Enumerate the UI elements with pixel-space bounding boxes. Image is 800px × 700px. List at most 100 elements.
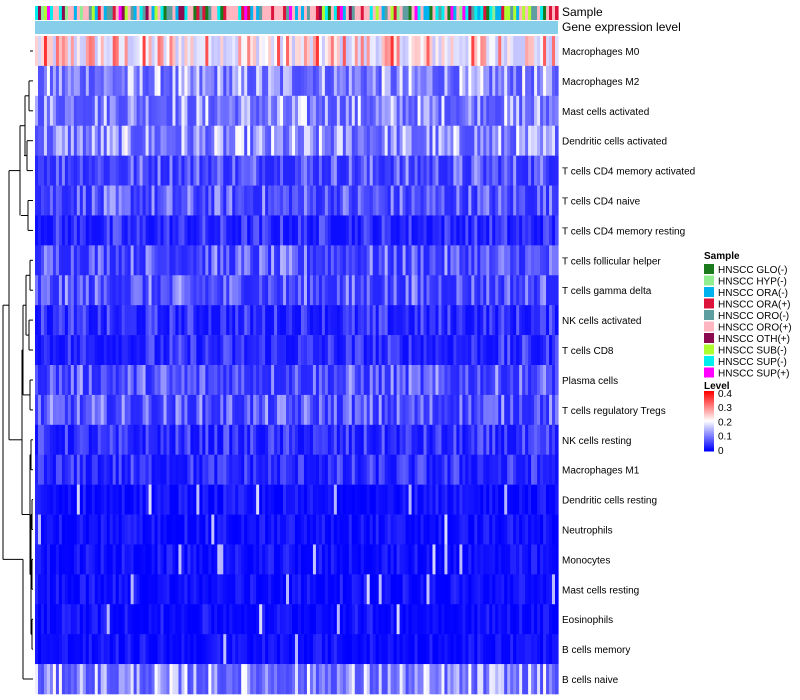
heatmap-cell (525, 634, 529, 665)
heatmap-cell (157, 155, 162, 186)
heatmap-cell (145, 36, 150, 67)
heatmap-cell (139, 514, 144, 545)
heatmap-cell (121, 365, 126, 396)
heatmap-cell (211, 125, 215, 156)
heatmap-cell (348, 36, 353, 67)
heatmap-cell (456, 394, 460, 426)
sample-annotation-cell (148, 6, 153, 20)
heatmap-cell (118, 95, 123, 127)
heatmap-cell (309, 36, 314, 67)
heatmap-cell (315, 394, 320, 426)
heatmap-cell (58, 574, 63, 605)
heatmap-cell (97, 604, 102, 635)
heatmap-cell (420, 574, 425, 605)
heatmap-cell (265, 185, 269, 216)
heatmap-cell (531, 574, 535, 605)
heatmap-cell (504, 335, 508, 366)
heatmap-cell (52, 215, 57, 246)
heatmap-cell (55, 634, 60, 665)
heatmap-cell (157, 634, 162, 665)
heatmap-cell (429, 664, 434, 695)
heatmap-cell (175, 335, 180, 366)
heatmap-cell (354, 544, 359, 575)
heatmap-cell (495, 544, 499, 575)
heatmap-cell (142, 365, 147, 396)
heatmap-cell (498, 604, 502, 635)
heatmap-cell (184, 36, 189, 67)
heatmap-cell (453, 634, 457, 665)
heatmap-cell (297, 215, 302, 246)
heatmap-cell (351, 424, 356, 456)
heatmap-cell (118, 544, 123, 575)
heatmap-cell (450, 95, 454, 127)
heatmap-cell (369, 634, 374, 665)
heatmap-cell (58, 664, 63, 695)
level-colorbar-segment (704, 413, 714, 415)
heatmap-cell (139, 574, 144, 605)
heatmap-cell (94, 335, 99, 366)
heatmap-cell (178, 125, 183, 156)
heatmap-cell (91, 424, 96, 456)
heatmap-cell (265, 245, 269, 276)
heatmap-cell (67, 574, 72, 605)
heatmap-cell (312, 365, 317, 396)
heatmap-cell (166, 514, 171, 545)
heatmap-cell (342, 454, 347, 485)
heatmap-cell (145, 245, 150, 276)
level-colorbar-segment (704, 397, 714, 399)
heatmap-cell (309, 125, 314, 156)
heatmap-cell (411, 275, 416, 306)
heatmap-cell (420, 544, 425, 575)
heatmap-cell (504, 245, 508, 276)
heatmap-cell (256, 36, 260, 67)
heatmap-cell (315, 664, 320, 695)
heatmap-cell (495, 394, 499, 426)
heatmap-cell (109, 65, 114, 97)
heatmap-cell (414, 36, 419, 67)
heatmap-cell (555, 574, 559, 605)
heatmap-cell (369, 394, 374, 426)
heatmap-cell (297, 125, 302, 156)
heatmap-cell (35, 155, 39, 186)
heatmap-cell (43, 484, 48, 515)
heatmap-cell (504, 36, 508, 67)
heatmap-cell (187, 36, 192, 67)
sample-annotation-cell (220, 6, 224, 20)
heatmap-cell (420, 634, 425, 665)
heatmap-cell (253, 604, 257, 635)
heatmap-cell (396, 394, 401, 426)
heatmap-cell (495, 215, 499, 246)
heatmap-cell (127, 95, 132, 127)
heatmap-cell (283, 155, 287, 186)
heatmap-cell (49, 65, 54, 97)
heatmap-cell (489, 424, 493, 456)
heatmap-cell (169, 335, 174, 366)
heatmap-cell (280, 245, 284, 276)
heatmap-cell (411, 95, 416, 127)
heatmap-cell (522, 484, 526, 515)
heatmap-cell (549, 484, 553, 515)
heatmap-cell (172, 155, 177, 186)
heatmap-cell (184, 125, 189, 156)
heatmap-cell (555, 514, 559, 545)
heatmap-cell (271, 95, 275, 127)
heatmap-cell (468, 394, 472, 426)
heatmap-cell (283, 604, 287, 635)
heatmap-cell (49, 125, 54, 156)
heatmap-cell (286, 544, 290, 575)
heatmap-cell (546, 484, 550, 515)
heatmap-cell (468, 574, 472, 605)
heatmap-cell (483, 335, 487, 366)
heatmap-cell (414, 365, 419, 396)
heatmap-cell (139, 185, 144, 216)
heatmap-cell (444, 245, 449, 276)
heatmap-cell (217, 514, 221, 545)
heatmap-cell (372, 275, 377, 306)
heatmap-cell (166, 305, 171, 336)
heatmap-cell (163, 514, 168, 545)
heatmap-cell (235, 514, 239, 545)
heatmap-cell (324, 394, 329, 426)
heatmap-cell (235, 365, 239, 396)
heatmap-cell (256, 484, 260, 515)
level-colorbar-segment (704, 405, 714, 407)
